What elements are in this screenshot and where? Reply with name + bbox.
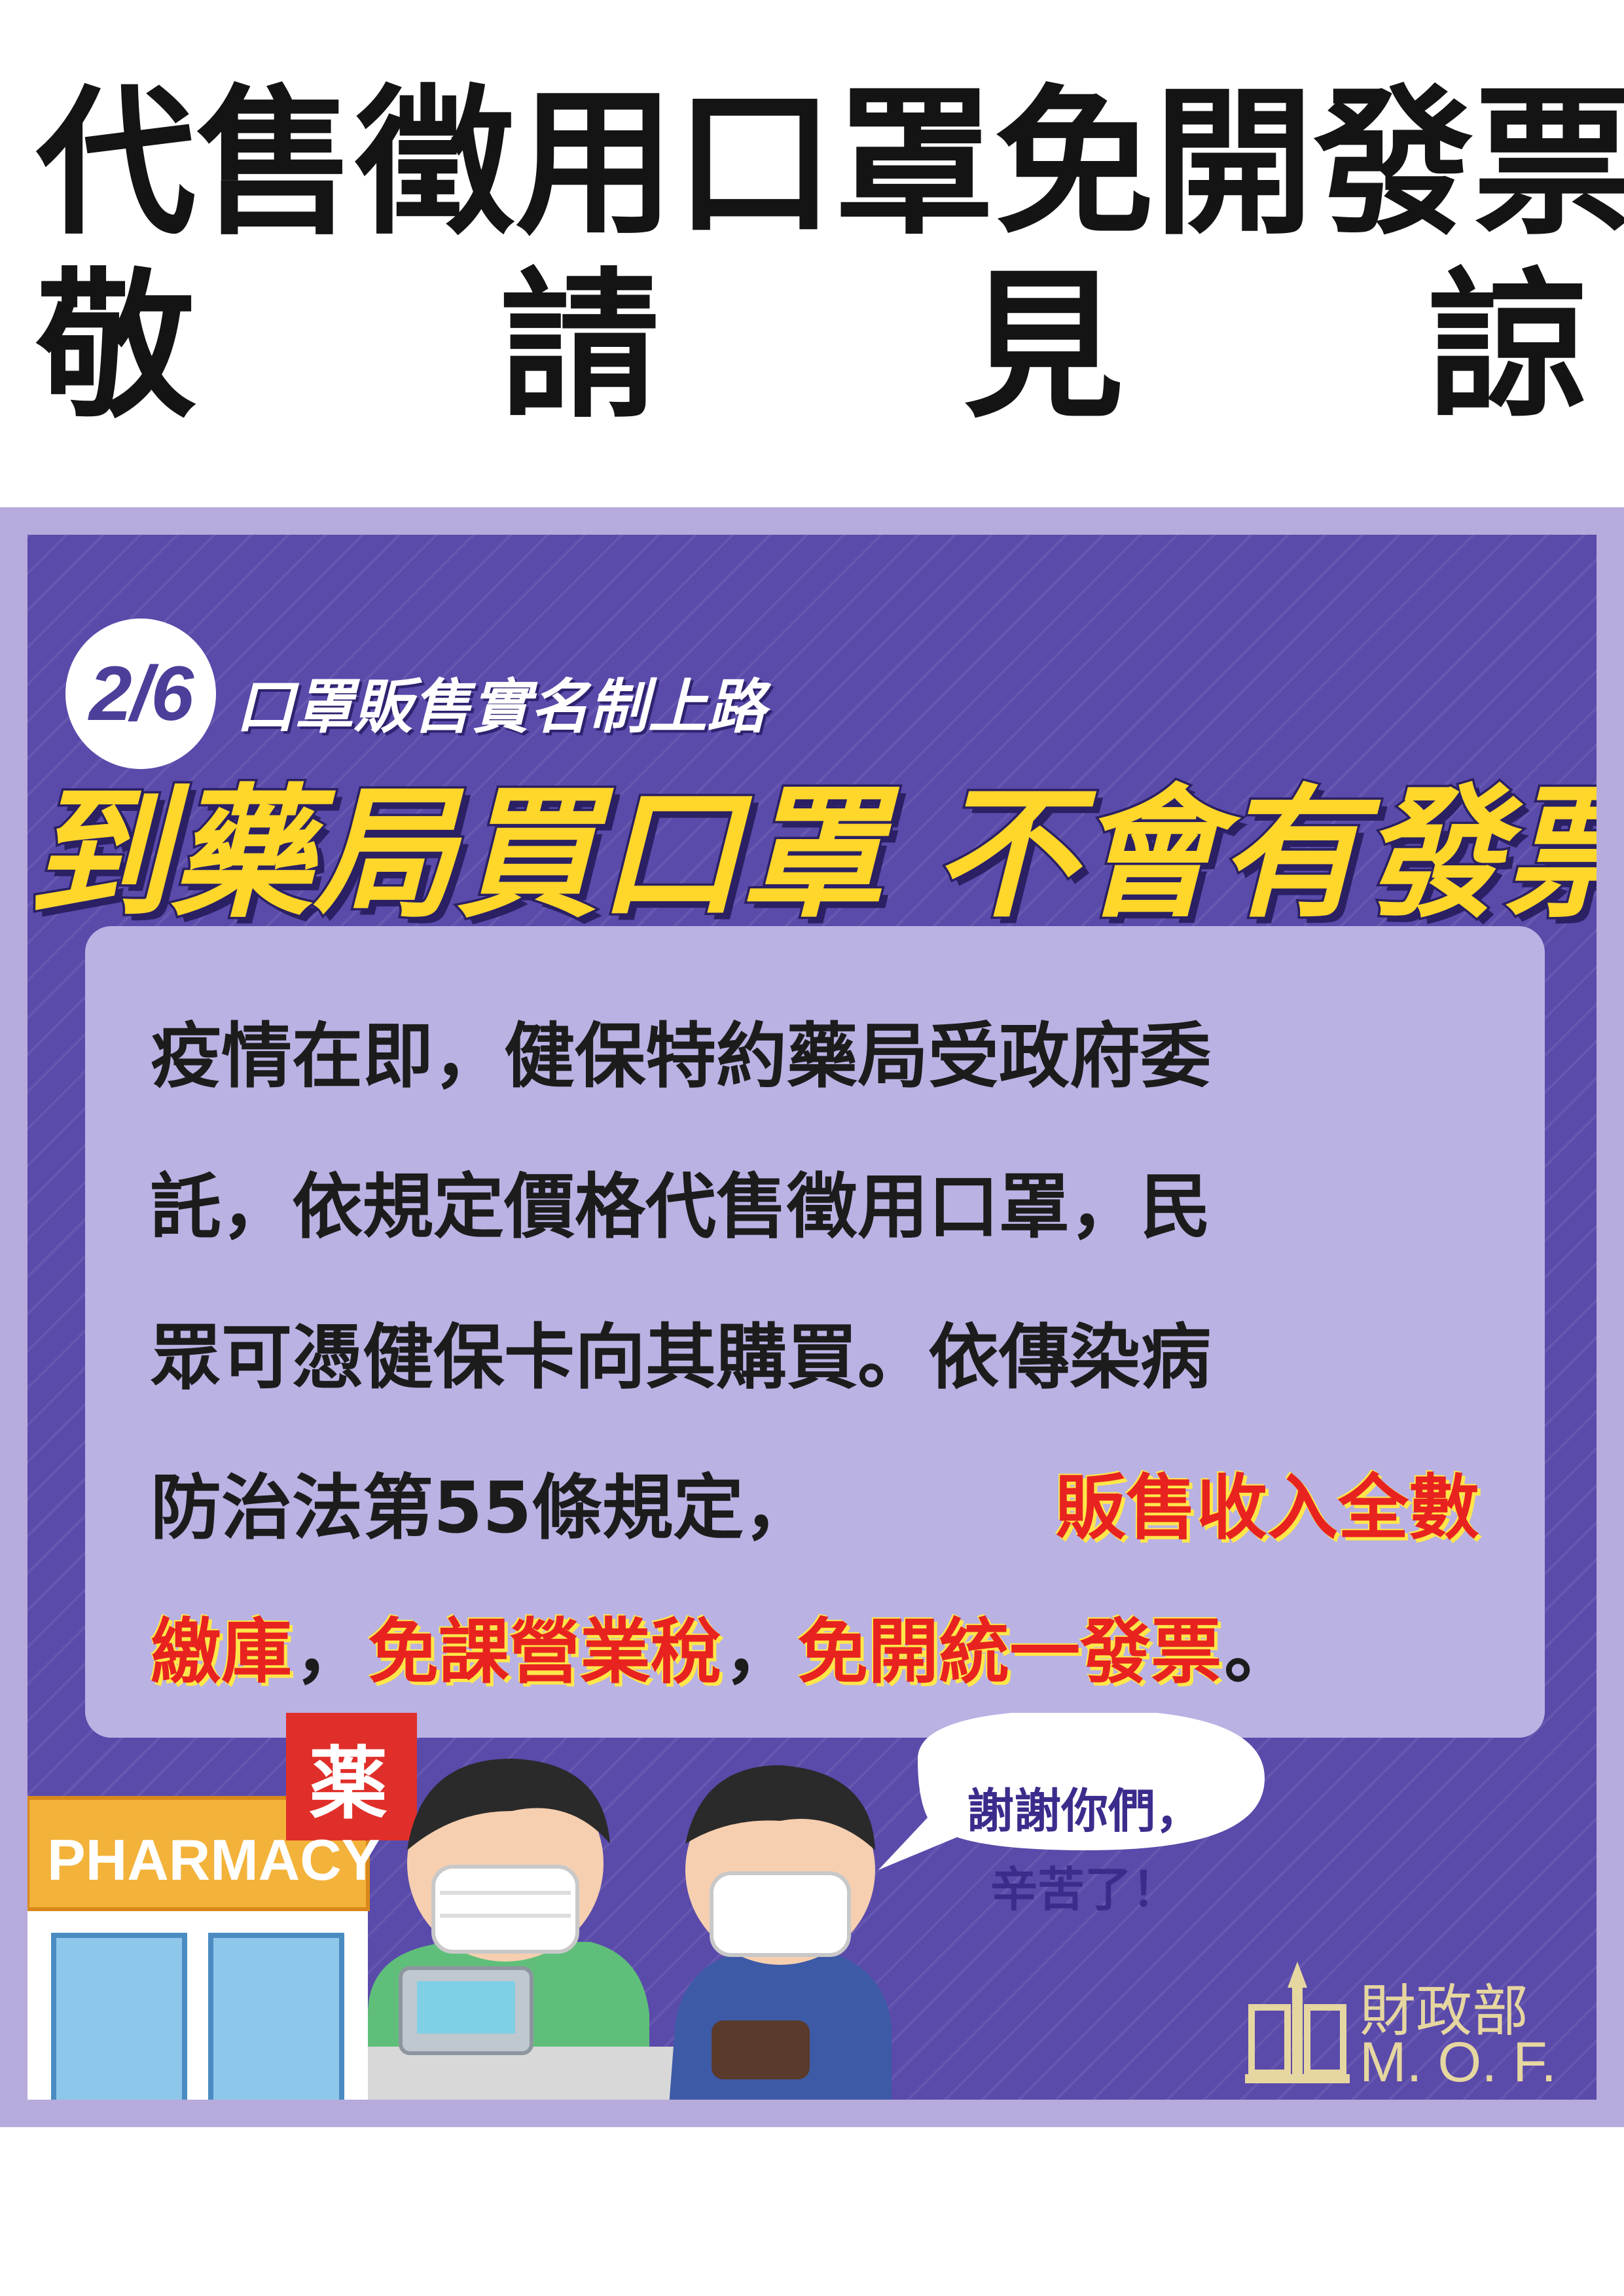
headline-char: 票	[1473, 71, 1624, 257]
headline-char: 發	[1314, 71, 1473, 257]
ministry-name: 財政部	[1360, 1979, 1528, 2044]
headline-char: 見	[964, 254, 1124, 440]
headline-char: 用	[515, 71, 675, 257]
headline-line-2: 敬 請 見 諒	[36, 262, 1587, 432]
notice-highlight: 販售收入全數	[1055, 1467, 1479, 1549]
notice-line: 疫情在即，健保特約藥局受政府委	[151, 1016, 1212, 1098]
notice-text-box: 疫情在即，健保特約藥局受政府委 託，依規定價格代售徵用口罩，民 眾可憑健保卡向其…	[85, 926, 1545, 1738]
notice-text: 防治法第55條規定，	[151, 1467, 815, 1549]
headline-char: 開	[1154, 71, 1314, 257]
speech-bubble	[878, 1713, 1265, 1870]
speech-line: 辛苦了！	[990, 1862, 1179, 1917]
speech-line: 謝謝你們，	[966, 1784, 1202, 1839]
notice-line: 託，依規定價格代售徵用口罩，民	[151, 1166, 1212, 1248]
notice-highlight: 免開統一發票	[797, 1611, 1222, 1693]
notice-highlight: 繳庫	[151, 1611, 293, 1693]
headline-char: 敬	[36, 254, 196, 440]
poster-main-title: 到藥局買口罩 不會有發票	[27, 770, 1597, 940]
notice-text: ，	[295, 1611, 366, 1693]
headline-char: 罩	[835, 71, 994, 257]
speech-bubble-text: 謝謝你們， 辛苦了！	[937, 1772, 1232, 1929]
headline-char: 諒	[1427, 254, 1587, 440]
pharmacy-building-icon	[27, 1713, 417, 2100]
headline-char: 免	[994, 71, 1154, 257]
date-badge-text: 2/6	[88, 651, 194, 737]
poster: 2/6 口罩販售實名制上路 到藥局買口罩 不會有發票 疫情在即，健保特約藥局受政…	[27, 535, 1597, 2100]
notice-line: 眾可憑健保卡向其購買。依傳染病	[151, 1317, 1212, 1399]
cash-register-icon	[368, 1966, 708, 2100]
headline-line-1: 代 售 徵 用 口 罩 免 開 發 票	[36, 71, 1624, 257]
ministry-abbreviation: M. O. F.	[1360, 2031, 1557, 2094]
headline-char: 代	[36, 71, 196, 257]
notice-line: 繳庫 ， 免課營業稅 ， 免開統一發票 。	[151, 1587, 1479, 1705]
date-badge: 2/6	[65, 619, 216, 769]
headline-char: 售	[196, 71, 355, 257]
notice-text: 。	[1224, 1611, 1295, 1693]
pharmacy-illustration: PHARMACY 薬	[27, 1713, 1265, 2100]
pharmacy-kanji: 薬	[309, 1739, 388, 1830]
headline-char: 請	[499, 254, 660, 440]
pharmacy-sign-text: PHARMACY	[47, 1827, 380, 1892]
customer-figure-icon	[669, 1765, 892, 2100]
poster-subtitle: 口罩販售實名制上路	[236, 673, 766, 742]
poster-frame: 2/6 口罩販售實名制上路 到藥局買口罩 不會有發票 疫情在即，健保特約藥局受政…	[0, 507, 1624, 2127]
notice-highlight: 免課營業稅	[368, 1611, 722, 1693]
headline-char: 徵	[355, 71, 515, 257]
headline-char: 口	[675, 71, 835, 257]
notice-text: ，	[724, 1611, 795, 1693]
notice-line: 防治法第55條規定， 販售收入全數	[151, 1443, 1479, 1561]
ministry-logo-icon	[1245, 1962, 1350, 2083]
